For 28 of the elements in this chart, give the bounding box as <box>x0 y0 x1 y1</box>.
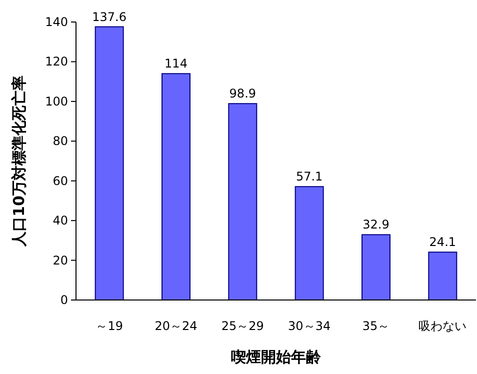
x-tick-label: 25～29 <box>221 319 264 333</box>
y-tick-label: 100 <box>45 94 68 108</box>
x-axis-title: 喫煙開始年齢 <box>231 348 322 366</box>
y-tick-label: 40 <box>52 214 68 228</box>
y-tick-label: 60 <box>52 174 68 188</box>
data-label: 98.9 <box>229 86 256 101</box>
y-tick-label: 0 <box>60 293 68 307</box>
data-label: 24.1 <box>429 235 456 250</box>
data-label: 137.6 <box>92 10 127 24</box>
data-label: 114 <box>164 56 188 71</box>
y-tick-label: 120 <box>45 54 68 69</box>
y-axis-title: 人口10万対標準化死亡率 <box>10 76 28 248</box>
x-tick-label: ～19 <box>96 319 123 333</box>
data-label: 32.9 <box>362 218 390 232</box>
x-tick-label: 吸わない <box>418 319 467 333</box>
y-tick-label: 20 <box>52 253 68 268</box>
data-label: 57.1 <box>296 170 323 184</box>
bar <box>362 234 390 300</box>
bar <box>228 103 258 300</box>
bar <box>94 26 124 300</box>
bar <box>428 252 458 300</box>
bar <box>162 73 190 300</box>
y-tick-label: 80 <box>52 134 68 148</box>
x-tick-label: 30～34 <box>288 319 331 333</box>
bar <box>294 186 324 300</box>
x-tick-label: 20～24 <box>154 319 198 333</box>
y-tick-label: 140 <box>45 15 68 29</box>
x-tick-label: 35～ <box>362 319 390 333</box>
